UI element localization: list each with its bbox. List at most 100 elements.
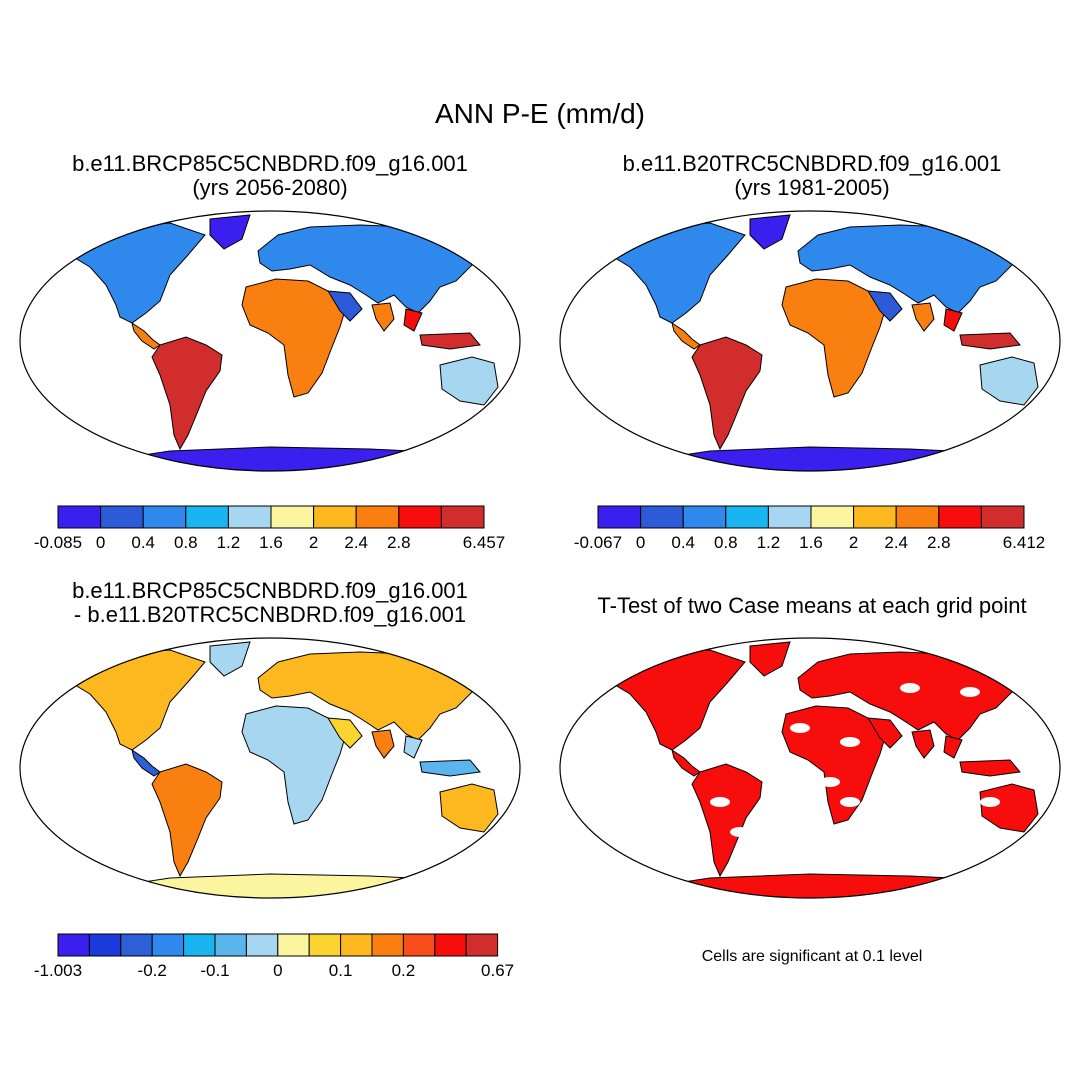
panel-1-title: b.e11.BRCP85C5CNBDRD.f09_g16.001 (yrs 20… bbox=[30, 152, 510, 200]
panel-1-title-line1: b.e11.BRCP85C5CNBDRD.f09_g16.001 bbox=[72, 151, 468, 176]
colorbar-label-6: 2 bbox=[849, 533, 858, 552]
colorbar-box-2 bbox=[120, 933, 153, 957]
continent-australia bbox=[439, 356, 499, 406]
continent-greenland bbox=[209, 641, 251, 677]
continent-africa bbox=[241, 705, 347, 825]
colorbar-box-1 bbox=[640, 505, 684, 529]
colorbar-box-5 bbox=[810, 505, 855, 529]
colorbar-box-12 bbox=[434, 933, 467, 957]
colorbar-label-6: 2 bbox=[309, 533, 318, 552]
continent-south-america bbox=[151, 763, 223, 878]
colorbar-box-2 bbox=[142, 505, 187, 529]
continent-india bbox=[371, 302, 395, 332]
colorbar-label-4: 1.2 bbox=[217, 533, 241, 552]
colorbar-label-11: 0.2 bbox=[392, 961, 416, 980]
colorbar-label-3: 0.8 bbox=[174, 533, 198, 552]
colorbar-box-1 bbox=[88, 933, 122, 957]
insignificant-cell-5 bbox=[730, 827, 750, 837]
insignificant-cell-8 bbox=[790, 723, 810, 733]
colorbar-box-3 bbox=[725, 505, 769, 529]
colorbar-box-11 bbox=[402, 933, 436, 957]
colorbar-label-7: 0 bbox=[273, 961, 282, 980]
insignificant-cell-3 bbox=[960, 687, 980, 697]
colorbar-box-8 bbox=[938, 505, 982, 529]
panel-3-title-line2: - b.e11.B20TRC5CNBDRD.f09_g16.001 bbox=[73, 602, 467, 627]
colorbar-box-6 bbox=[245, 933, 279, 957]
colorbar-label-4: 1.2 bbox=[757, 533, 781, 552]
colorbar-box-9 bbox=[980, 505, 1025, 529]
map-panel-4 bbox=[559, 637, 1061, 899]
continent-australia bbox=[979, 356, 1039, 406]
colorbar-box-13 bbox=[465, 933, 499, 957]
colorbar-label-0: -0.085 bbox=[34, 533, 82, 552]
panel-1-title-line2: (yrs 2056-2080) bbox=[192, 175, 348, 200]
continent-se-asia bbox=[403, 308, 423, 332]
map-border bbox=[19, 210, 521, 472]
continent-indonesia bbox=[419, 332, 481, 350]
colorbar-box-9 bbox=[340, 933, 373, 957]
continent-india bbox=[911, 729, 935, 759]
colorbar-box-6 bbox=[313, 505, 357, 529]
map-border bbox=[559, 210, 1061, 472]
insignificant-cell-6 bbox=[980, 797, 1000, 807]
panel-3-title: b.e11.BRCP85C5CNBDRD.f09_g16.001 - b.e11… bbox=[30, 579, 510, 627]
continent-indonesia bbox=[959, 332, 1021, 350]
colorbar-box-5 bbox=[214, 933, 247, 957]
continent-central-america bbox=[671, 748, 701, 777]
continent-india bbox=[911, 302, 935, 332]
colorbar-box-0 bbox=[57, 933, 90, 957]
colorbar-label-2: 0.4 bbox=[131, 533, 155, 552]
continent-greenland bbox=[749, 214, 791, 250]
map-panel-1 bbox=[19, 210, 521, 472]
main-title: ANN P-E (mm/d) bbox=[435, 98, 645, 129]
map-panel-3 bbox=[19, 637, 521, 899]
colorbar-label-7: 2.4 bbox=[344, 533, 368, 552]
continent-indonesia bbox=[959, 759, 1021, 777]
colorbar-box-1 bbox=[100, 505, 144, 529]
insignificant-cell-2 bbox=[900, 683, 920, 693]
colorbar-label-3: 0.8 bbox=[714, 533, 738, 552]
colorbar-panel-3: -1.003 -0.2 -0.1 0 0.1 0.2 0.67 bbox=[34, 933, 514, 980]
insignificant-cell-7 bbox=[840, 797, 860, 807]
colorbar-label-7: 2.4 bbox=[884, 533, 908, 552]
continent-se-asia bbox=[943, 735, 963, 759]
colorbar-box-0 bbox=[57, 505, 102, 529]
panel-4-title: T-Test of two Case means at each grid po… bbox=[552, 594, 1072, 618]
significance-note: Cells are significant at 0.1 level bbox=[701, 948, 923, 965]
continent-greenland bbox=[749, 641, 791, 677]
colorbar-label-10: 6.457 bbox=[463, 533, 506, 552]
colorbar-box-8 bbox=[308, 933, 342, 957]
map-panel-2 bbox=[559, 210, 1061, 472]
colorbar-box-5 bbox=[270, 505, 315, 529]
colorbar-box-7 bbox=[895, 505, 940, 529]
panel-2-title-line2: (yrs 1981-2005) bbox=[734, 175, 890, 200]
continent-africa bbox=[241, 278, 347, 398]
continent-central-america bbox=[671, 321, 701, 350]
colorbar-label-14: 0.67 bbox=[481, 961, 514, 980]
continent-india bbox=[371, 729, 395, 759]
colorbar-label-0: -1.003 bbox=[34, 961, 82, 980]
colorbar-box-4 bbox=[767, 505, 812, 529]
colorbar-label-3: -0.2 bbox=[138, 961, 167, 980]
colorbar-box-8 bbox=[398, 505, 442, 529]
colorbar-label-9: 0.1 bbox=[329, 961, 353, 980]
colorbar-box-4 bbox=[183, 933, 216, 957]
panel-4-title-line1: T-Test of two Case means at each grid po… bbox=[597, 593, 1027, 618]
colorbar-box-9 bbox=[440, 505, 485, 529]
panel-3-title-line1: b.e11.BRCP85C5CNBDRD.f09_g16.001 bbox=[72, 578, 468, 603]
continent-south-america bbox=[691, 763, 763, 878]
continent-arabia bbox=[327, 717, 363, 749]
insignificant-cell-4 bbox=[710, 797, 730, 807]
colorbar-label-1: 0 bbox=[96, 533, 105, 552]
colorbar-panel-2: -0.067 0 0.4 0.8 1.2 1.6 2 2.4 2.8 6.412 bbox=[574, 505, 1046, 552]
colorbar-label-10: 6.412 bbox=[1003, 533, 1046, 552]
continent-central-america bbox=[131, 321, 161, 350]
colorbar-box-2 bbox=[682, 505, 727, 529]
map-border bbox=[559, 637, 1061, 899]
colorbar-label-0: -0.067 bbox=[574, 533, 622, 552]
panel-2-title-line1: b.e11.B20TRC5CNBDRD.f09_g16.001 bbox=[622, 151, 1002, 176]
colorbar-panel-1: -0.085 0 0.4 0.8 1.2 1.6 2 2.4 2.8 6.457 bbox=[34, 505, 506, 552]
colorbar-label-8: 2.8 bbox=[387, 533, 411, 552]
colorbar-label-5: 1.6 bbox=[259, 533, 283, 552]
panel-2-title: b.e11.B20TRC5CNBDRD.f09_g16.001 (yrs 198… bbox=[572, 152, 1052, 200]
